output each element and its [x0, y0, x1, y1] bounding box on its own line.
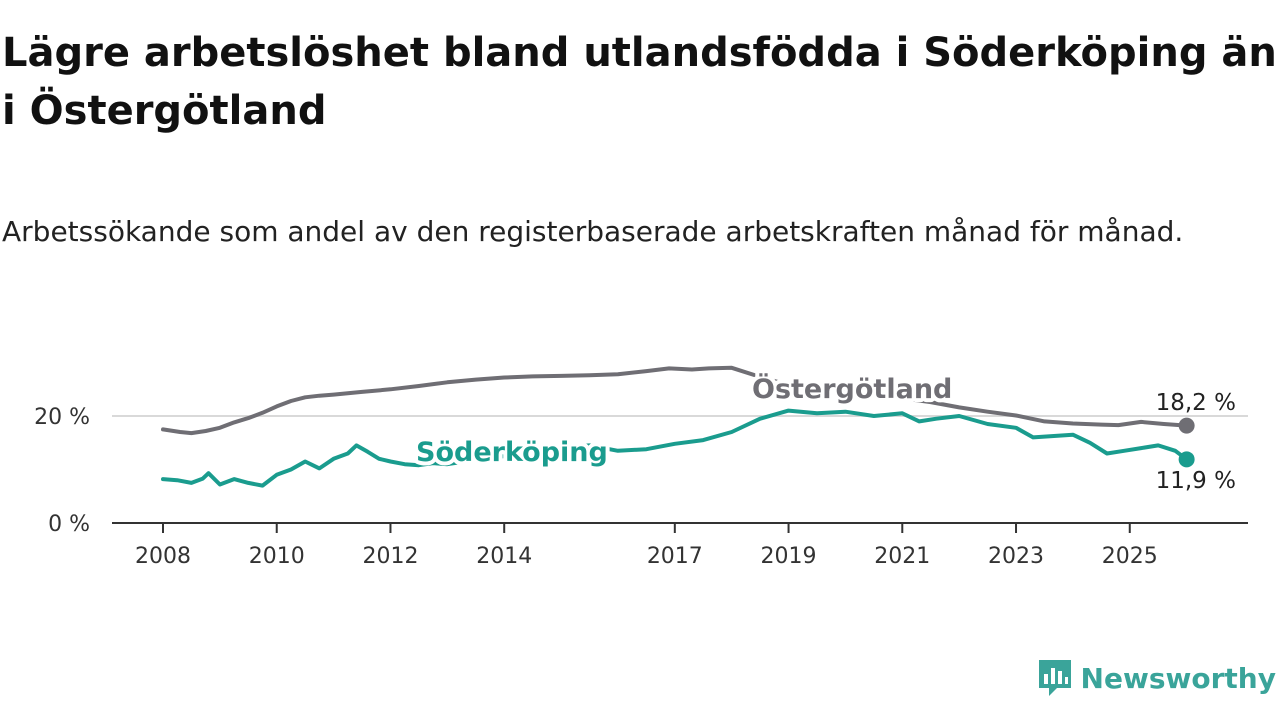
brand-name: Newsworthy [1080, 661, 1276, 695]
series-layer [161, 365, 1195, 488]
series-label-ostergotland: Östergötland [752, 372, 952, 405]
series-label-ostergotland-halo: Östergötland [752, 372, 952, 405]
x-tick-label: 2012 [362, 544, 418, 569]
x-tick-label: 2008 [135, 544, 191, 569]
axis-layer: 0 % 20 % 2008 2010 2012 2014 2017 2019 2021 2023 2… [34, 405, 1248, 569]
x-tick-label: 2010 [249, 544, 305, 569]
chart-subtitle: Arbetssökande som andel av den registerb… [2, 215, 1184, 248]
chart-title: Lägre arbetslöshet bland utlandsfödda i … [2, 30, 1277, 134]
series-end-point [1178, 451, 1195, 468]
newsworthy-logo: Newsworthy [1037, 658, 1276, 698]
y-tick-label: 20 % [34, 405, 90, 430]
x-tick-label: 2019 [761, 544, 817, 569]
x-tick-label: 2014 [476, 544, 532, 569]
series-label-soderkoping-halo: Söderköping [416, 437, 608, 468]
x-tick-label: 2021 [874, 544, 930, 569]
x-tick-label: 2023 [988, 544, 1044, 569]
y-tick-label: 0 % [48, 512, 90, 537]
end-label-ostergotland: 18,2 % [1156, 390, 1236, 416]
line-chart: 0 % 20 % 2008 2010 2012 2014 2017 2019 2021 2023 2… [34, 365, 1248, 569]
series-label-soderkoping: Söderköping [416, 437, 608, 468]
end-label-soderkoping: 11,9 % [1156, 468, 1236, 494]
series-end-point [1178, 417, 1195, 434]
x-tick-label: 2025 [1102, 544, 1158, 569]
x-tick-label: 2017 [647, 544, 703, 569]
newsworthy-chart-icon [1038, 660, 1071, 696]
series-line-ostergotland [161, 365, 1189, 436]
label-layer: ÖstergötlandÖstergötlandSöderköpingSöder… [412, 368, 1236, 494]
series-line-soderkoping [161, 408, 1189, 488]
